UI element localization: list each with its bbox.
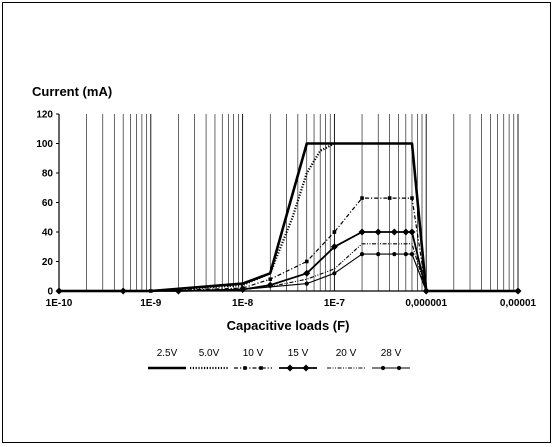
data-point: [402, 228, 410, 236]
legend-label: 20 V: [336, 348, 357, 359]
y-tick-label: 0: [47, 287, 53, 298]
series-28v: [56, 252, 521, 294]
data-point: [56, 288, 62, 294]
data-point: [259, 366, 263, 370]
data-point: [390, 228, 398, 236]
data-point: [396, 365, 402, 371]
series-25v: [59, 142, 518, 293]
y-tick-label: 100: [36, 139, 53, 150]
legend-label: 10 V: [243, 348, 264, 359]
data-point: [408, 228, 416, 236]
data-point: [332, 271, 337, 276]
x-tick-label: 1E-10: [46, 298, 73, 309]
data-point: [268, 277, 273, 281]
legend-label: 2.5V: [157, 348, 178, 359]
legend-label: 5.0V: [199, 348, 220, 359]
data-point: [392, 252, 397, 257]
series-15v: [55, 228, 522, 295]
series-lines: [55, 142, 522, 295]
data-point: [380, 365, 386, 371]
series-line: [59, 142, 518, 293]
x-axis-title: Capacitive loads (F): [227, 318, 350, 333]
data-point: [360, 196, 364, 200]
legend-label: 28 V: [381, 348, 402, 359]
x-tick-label: 0,000001: [405, 298, 447, 309]
series-line: [59, 231, 518, 292]
data-point: [376, 252, 381, 257]
data-point: [304, 281, 309, 286]
data-point: [359, 252, 365, 257]
series-line: [59, 243, 518, 292]
data-point: [303, 269, 311, 277]
data-point: [302, 364, 310, 372]
legend: 2.5V 5.0V 10 V 15 V 20 V 28 V: [148, 348, 410, 372]
series-line: [59, 142, 335, 293]
vertical-gridlines: [58, 114, 519, 291]
data-point: [387, 196, 392, 200]
x-tick-label: 0,00001: [500, 298, 537, 309]
data-point: [304, 259, 309, 264]
x-tick-label: 1E-7: [324, 298, 346, 309]
series-20v: [59, 243, 518, 292]
data-point: [121, 288, 126, 294]
data-point: [176, 288, 181, 294]
data-point: [410, 196, 414, 200]
legend-label: 15 V: [288, 348, 309, 359]
y-tick-label: 40: [42, 228, 54, 239]
y-tick-label: 20: [42, 257, 54, 268]
data-point: [358, 228, 366, 236]
data-point: [286, 364, 294, 372]
y-tick-label: 60: [42, 198, 54, 209]
x-tick-label: 1E-9: [140, 298, 162, 309]
y-tick-label: 120: [36, 110, 53, 121]
series-line: [59, 253, 518, 292]
data-point: [330, 243, 338, 251]
data-point: [409, 252, 415, 257]
axes: [58, 114, 518, 292]
x-tick-labels: 1E-10 1E-9 1E-8 1E-7 0,000001 0,00001: [46, 298, 537, 309]
chart-frame: [2, 2, 551, 443]
data-point: [403, 252, 408, 257]
data-point: [243, 366, 247, 370]
data-point: [515, 288, 521, 294]
data-point: [240, 287, 245, 292]
data-point: [374, 228, 382, 236]
data-point: [424, 288, 429, 294]
y-axis-title: Current (mA): [32, 84, 112, 99]
y-tick-label: 80: [42, 169, 54, 180]
x-tick-label: 1E-8: [232, 298, 254, 309]
y-tick-labels: 0 20 40 60 80 100 120: [36, 110, 59, 298]
series-50v: [59, 142, 335, 293]
data-point: [332, 230, 337, 234]
